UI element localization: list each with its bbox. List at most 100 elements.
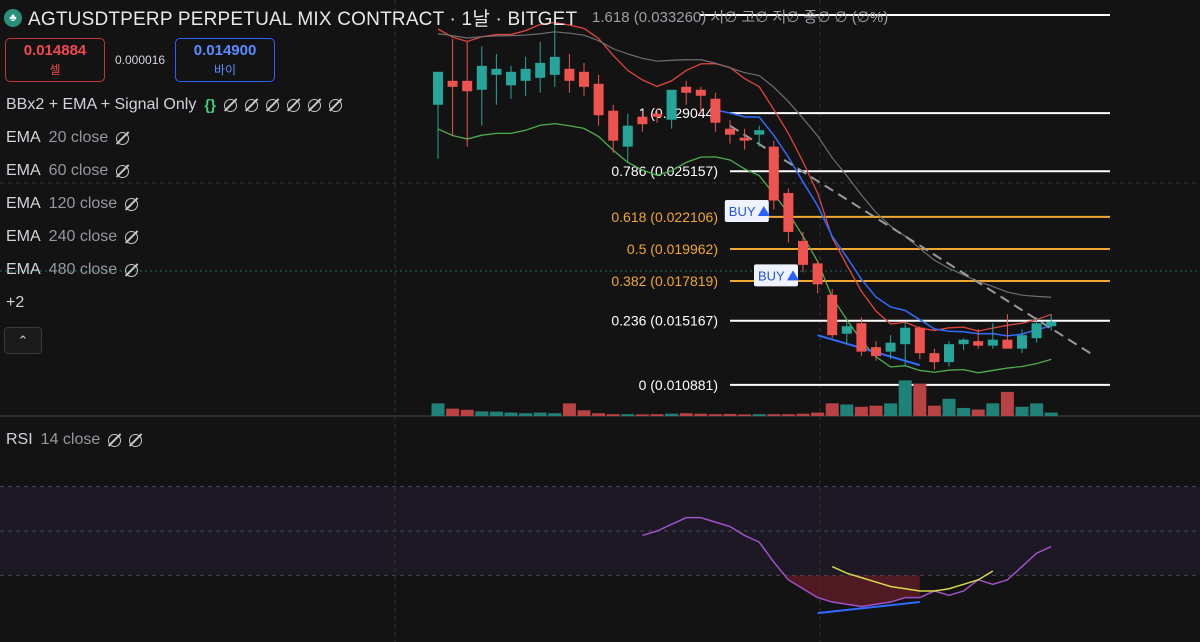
candle-body xyxy=(1002,339,1013,349)
candle-body xyxy=(944,344,954,363)
rsi-divergence-line xyxy=(817,601,920,615)
volume-bar xyxy=(460,409,474,416)
source-code-icon[interactable]: {} xyxy=(204,96,217,114)
candle-body xyxy=(827,294,838,336)
volume-bar xyxy=(519,413,533,416)
fib-level-label: 1 (0.029044) xyxy=(639,105,718,121)
volume-bar xyxy=(752,414,766,416)
candle-body xyxy=(768,146,779,201)
candle-body xyxy=(593,83,604,116)
sell-button[interactable]: 0.014884 셀 xyxy=(5,38,105,82)
buy-arrow-icon xyxy=(757,205,770,216)
buy-button[interactable]: 0.014900 바이 xyxy=(175,38,276,82)
indicator-ema-20[interactable]: EMA 20 close xyxy=(6,129,130,147)
volume-bar xyxy=(621,414,635,416)
buy-signal: BUY xyxy=(754,264,799,287)
candle-body xyxy=(914,327,925,354)
candle-body xyxy=(958,339,969,345)
volume-bar xyxy=(825,403,839,416)
rsi-oversold-fill xyxy=(788,575,920,607)
sell-label: 셀 xyxy=(49,63,61,77)
collapse-legend-button[interactable]: ⌃ xyxy=(4,327,42,354)
buy-signal: BUY xyxy=(724,199,770,222)
rsi-ma-line xyxy=(831,565,994,592)
rsi-legend[interactable]: RSI 14 close xyxy=(6,431,143,449)
indicator-name: EMA xyxy=(6,261,41,278)
fib-level-label: 0.786 (0.025157) xyxy=(611,163,718,179)
buy-price: 0.014900 xyxy=(193,42,257,59)
volume-bar xyxy=(884,403,898,416)
candle-body xyxy=(462,80,473,92)
candle-body xyxy=(520,68,531,81)
buy-arrow-icon xyxy=(787,270,799,281)
hidden-eye-icon[interactable] xyxy=(125,230,139,244)
volume-bar xyxy=(796,413,810,416)
volume-bar xyxy=(913,383,927,416)
volume-bar xyxy=(431,403,445,416)
candle-body xyxy=(447,80,458,87)
volume-bar xyxy=(504,412,518,416)
volume-bar xyxy=(533,412,547,416)
volume-bar xyxy=(840,404,854,416)
buy-signal-label: BUY xyxy=(729,204,756,219)
candle-body xyxy=(871,347,881,357)
volume-bar xyxy=(767,414,781,416)
hidden-eye-icon[interactable] xyxy=(308,98,322,112)
hidden-eye-icon[interactable] xyxy=(125,263,139,277)
hidden-eye-icon[interactable] xyxy=(116,164,130,178)
more-indicators[interactable]: +2 xyxy=(6,294,24,312)
hidden-eye-icon[interactable] xyxy=(108,433,122,447)
hidden-eye-icon[interactable] xyxy=(266,98,280,112)
fib-level-label: 0.382 (0.017819) xyxy=(611,273,718,289)
indicator-ema-240[interactable]: EMA 240 close xyxy=(6,228,139,246)
hidden-eye-icon[interactable] xyxy=(329,98,343,112)
volume-bar xyxy=(606,414,620,416)
hidden-eye-icon[interactable] xyxy=(287,98,301,112)
indicator-ema-120[interactable]: EMA 120 close xyxy=(6,195,139,213)
candle-body xyxy=(652,113,662,117)
buy-signal-box xyxy=(724,199,769,222)
indicator-ema-60[interactable]: EMA 60 close xyxy=(6,162,130,180)
volume-bar xyxy=(1044,412,1058,416)
candle-body xyxy=(900,327,911,345)
volume-bar xyxy=(811,412,825,416)
candle-body xyxy=(681,86,692,93)
volume-bar xyxy=(781,414,795,416)
candle-body xyxy=(433,71,443,105)
hidden-eye-icon[interactable] xyxy=(125,197,139,211)
candle-body xyxy=(754,130,765,135)
trade-panel: 0.014884 셀 0.000016 0.014900 바이 xyxy=(5,38,276,82)
bitget-logo-icon[interactable]: ♣ xyxy=(4,8,22,27)
buy-signal-label: BUY xyxy=(758,268,785,283)
hidden-eye-icon[interactable] xyxy=(116,131,130,145)
volume-bar xyxy=(1000,391,1014,416)
hidden-eye-icon[interactable] xyxy=(245,98,259,112)
indicator-params: 480 close xyxy=(48,261,118,278)
candle-body xyxy=(622,125,633,147)
indicator-ema-480[interactable]: EMA 480 close xyxy=(6,261,139,279)
fib-level-label: 0.5 (0.019962) xyxy=(627,241,718,257)
volume-bar xyxy=(927,405,941,416)
volume-bar xyxy=(942,398,956,416)
indicator-bbx2[interactable]: BBx2 + EMA + Signal Only {} xyxy=(6,96,343,114)
fib-level-label: 0.618 (0.022106) xyxy=(611,209,718,225)
candle-body xyxy=(885,342,896,352)
volume-bar xyxy=(854,406,868,416)
volume-bar xyxy=(562,403,576,416)
ema-long-line xyxy=(437,31,1052,298)
indicator-params: 20 close xyxy=(48,129,109,146)
symbol-title[interactable]: AGTUSDTPERP PERPETUAL MIX CONTRACT · 1날 … xyxy=(28,9,578,30)
hidden-eye-icon[interactable] xyxy=(129,433,143,447)
indicator-name: EMA xyxy=(6,162,41,179)
rsi-name: RSI xyxy=(6,431,33,448)
candle-body xyxy=(929,353,940,363)
candle-body xyxy=(666,89,677,120)
volume-bar xyxy=(738,414,752,416)
buy-label: 바이 xyxy=(214,63,237,77)
chart-header: ♣ AGTUSDTPERP PERPETUAL MIX CONTRACT · 1… xyxy=(4,4,577,31)
candle-body xyxy=(549,56,560,75)
hidden-eye-icon[interactable] xyxy=(224,98,238,112)
indicator-name: EMA xyxy=(6,195,41,212)
indicator-name: EMA xyxy=(6,129,41,146)
